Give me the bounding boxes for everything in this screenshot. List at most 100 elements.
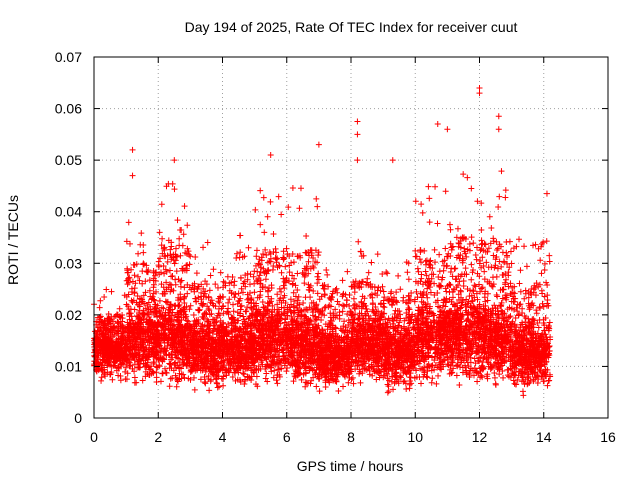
data-point [150, 296, 157, 303]
data-point [145, 299, 152, 306]
data-point [133, 261, 140, 268]
data-point [173, 344, 180, 351]
data-point [160, 305, 167, 312]
data-point [97, 313, 104, 320]
data-point [153, 378, 160, 385]
data-point [135, 331, 142, 338]
data-point [123, 376, 130, 383]
data-point [157, 255, 164, 262]
data-point [158, 201, 165, 208]
data-point [169, 330, 176, 337]
data-point [142, 305, 149, 312]
data-point [144, 269, 151, 276]
data-point [179, 242, 186, 249]
data-point [98, 374, 105, 381]
data-point [161, 244, 168, 251]
data-point [97, 297, 104, 304]
data-point [129, 328, 136, 335]
data-point [155, 258, 162, 265]
data-point [113, 367, 120, 374]
data-point [128, 285, 135, 292]
data-point [167, 301, 174, 308]
data-point [123, 356, 130, 363]
data-point [169, 272, 176, 279]
data-point [110, 356, 117, 363]
data-point [125, 291, 132, 298]
data-point [145, 353, 152, 360]
data-point [130, 261, 137, 268]
data-point [186, 306, 193, 313]
data-point [138, 230, 145, 237]
data-point [98, 377, 105, 384]
data-point [147, 333, 154, 340]
data-point [158, 281, 165, 288]
data-point [140, 337, 147, 344]
data-point [181, 374, 188, 381]
data-point [96, 324, 103, 331]
data-point [184, 222, 191, 229]
data-point [127, 362, 134, 369]
data-point [116, 305, 123, 312]
data-point [156, 229, 163, 236]
data-point [105, 311, 112, 318]
data-point [93, 360, 100, 367]
data-point [150, 311, 157, 318]
data-point [125, 306, 132, 313]
data-point [133, 379, 140, 386]
data-point [152, 305, 159, 312]
data-point [177, 252, 184, 259]
data-point [120, 324, 127, 331]
data-point [126, 316, 133, 323]
grid-lines [94, 57, 608, 418]
data-point [161, 365, 168, 372]
data-point [99, 359, 106, 366]
data-point [160, 284, 167, 291]
data-point [143, 268, 150, 275]
data-point [167, 246, 174, 253]
data-point [145, 354, 152, 361]
data-point [107, 362, 114, 369]
data-point [148, 370, 155, 377]
data-point [135, 353, 142, 360]
data-point [99, 367, 106, 374]
data-point [122, 368, 129, 375]
data-point [114, 343, 121, 350]
data-point [187, 253, 194, 260]
data-point [140, 292, 147, 299]
data-point [168, 273, 175, 280]
data-point [163, 279, 170, 286]
data-point [166, 281, 173, 288]
data-point [156, 363, 163, 370]
data-point [153, 369, 160, 376]
data-point [137, 344, 144, 351]
data-point [94, 349, 101, 356]
data-point [132, 321, 139, 328]
data-point [117, 373, 124, 380]
data-point [166, 360, 173, 367]
data-point [142, 278, 149, 285]
data-point [103, 286, 110, 293]
data-point [143, 362, 150, 369]
data-point [108, 331, 115, 338]
data-point [130, 297, 137, 304]
data-point [175, 303, 182, 310]
data-point [126, 274, 133, 281]
data-point [159, 370, 166, 377]
data-point [117, 350, 124, 357]
data-point [143, 262, 150, 269]
data-point [135, 250, 142, 257]
data-point [140, 323, 147, 330]
data-point [151, 324, 158, 331]
data-point [178, 277, 185, 284]
data-point [119, 328, 126, 335]
data-point [125, 347, 132, 354]
data-point [125, 346, 132, 353]
data-point [123, 238, 130, 245]
data-point [132, 280, 139, 287]
data-point [131, 333, 138, 340]
data-point [149, 293, 156, 300]
data-point [108, 313, 115, 320]
data-point [181, 203, 188, 210]
data-point [146, 336, 153, 343]
